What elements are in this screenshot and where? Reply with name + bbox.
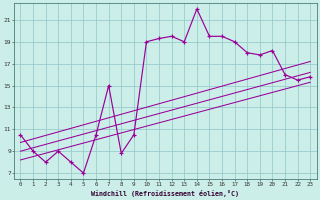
X-axis label: Windchill (Refroidissement éolien,°C): Windchill (Refroidissement éolien,°C) — [91, 190, 239, 197]
